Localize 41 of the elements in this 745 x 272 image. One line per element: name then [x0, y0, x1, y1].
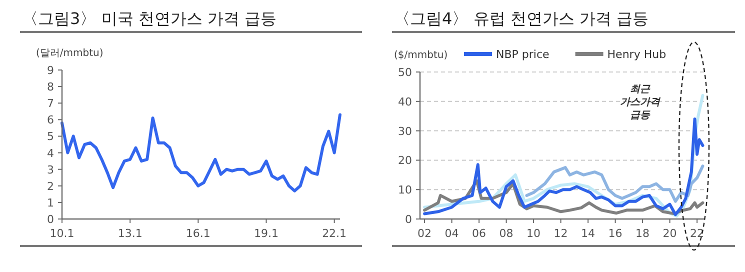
x-tick-label: 12	[554, 227, 568, 240]
y-tick-label: 4	[47, 146, 54, 160]
x-tick-label: 22.1	[322, 227, 347, 240]
x-tick-label: 16	[608, 227, 622, 240]
x-tick-label: 16.1	[186, 227, 210, 240]
y-tick-label: 6	[47, 114, 54, 127]
y-tick-label: 20	[398, 154, 412, 168]
y-tick-label: 50	[398, 66, 412, 79]
y-tick-label: 0	[405, 213, 412, 226]
line-series	[60, 113, 342, 192]
y-tick-label: 10	[398, 184, 412, 197]
x-tick-label: 10	[526, 227, 541, 240]
x-tick-label: 22	[690, 227, 704, 240]
annotation: 최근 가스가격 급등	[620, 84, 661, 121]
x-tick-label: 14	[581, 227, 596, 240]
x-tick-label: 18	[636, 227, 650, 240]
y-tick-label: 5	[47, 130, 54, 144]
legend-label: Henry Hub	[607, 48, 666, 61]
y-axis-title: (달러/mmbtu)	[36, 48, 104, 59]
x-tick-label: 08	[499, 227, 514, 240]
legend-label: NBP price	[496, 48, 550, 61]
x-tick-label: 06	[472, 227, 486, 240]
y-tick-label: 9	[47, 64, 54, 77]
x-tick-label: 13.1	[118, 227, 142, 240]
x-tick-label: 20	[662, 227, 677, 240]
y-axis-title: ($/mmbtu)	[394, 50, 448, 61]
y-tick-label: 1	[47, 196, 54, 210]
y-tick-label: 2	[47, 180, 54, 193]
chart-title: 〈그림4〉 유럽 천연가스 가격 급등	[394, 9, 649, 28]
y-tick-label: 40	[398, 95, 412, 108]
line-series	[525, 164, 704, 203]
chart-title: 〈그림3〉 미국 천연가스 가격 급등	[22, 9, 277, 28]
y-tick-label: 3	[47, 163, 54, 176]
x-tick-label: 04	[444, 227, 459, 240]
x-tick-label: 10.1	[50, 227, 74, 240]
x-tick-label: 02	[418, 227, 432, 240]
y-tick-label: 0	[47, 213, 54, 226]
y-tick-label: 7	[47, 97, 54, 110]
y-tick-label: 30	[398, 124, 412, 138]
y-tick-label: 8	[47, 80, 54, 94]
x-tick-label: 19.1	[254, 227, 278, 240]
